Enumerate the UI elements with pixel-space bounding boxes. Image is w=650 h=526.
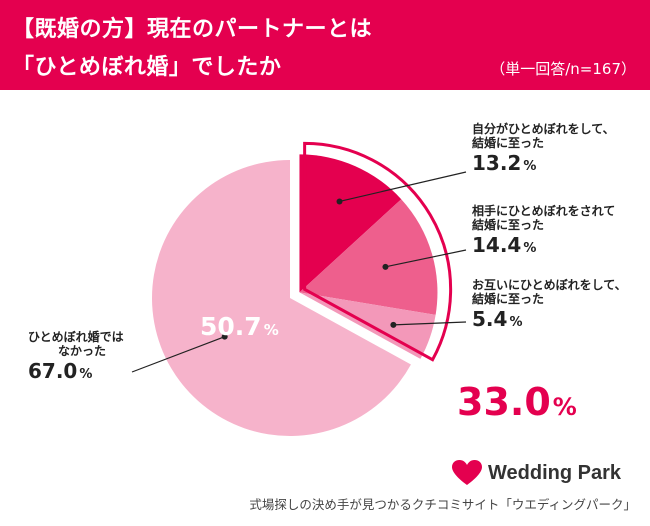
wedding-park-logo: Wedding Park xyxy=(452,460,621,486)
leader-not-line xyxy=(131,336,225,373)
leader-partner-line xyxy=(385,249,467,268)
label-partner: 相手にひとめぼれをされて 結婚に至った 14.4% xyxy=(472,204,615,257)
label-self-value: 13.2% xyxy=(472,150,537,175)
slice-not xyxy=(152,160,411,436)
footer-caption: 式場探しの決め手が見つかるクチコミサイト「ウエディングパーク」 xyxy=(249,497,636,512)
chart-title-line2: 「ひとめぼれ婚」でしたか xyxy=(12,55,282,80)
header-banner: 【既婚の方】現在のパートナーとは 「ひとめぼれ婚」でしたか （単一回答/n=16… xyxy=(0,0,650,90)
label-self-line1: 自分がひとめぼれをして、 xyxy=(472,122,615,136)
logo-text: Wedding Park xyxy=(488,461,621,484)
label-not-line1: ひとめぼれ婚では xyxy=(28,330,124,344)
inner-percentage-label: 50.7% xyxy=(200,312,279,341)
label-not: ひとめぼれ婚では なかった 67.0% xyxy=(28,330,124,383)
label-mutual-line1: お互いにひとめぼれをして、 xyxy=(472,278,627,292)
label-mutual-value: 5.4% xyxy=(472,306,523,331)
leader-mutual-dot xyxy=(390,321,397,328)
label-mutual-line2: 結婚に至った xyxy=(472,292,545,307)
leader-partner-dot xyxy=(382,263,389,270)
label-not-line2: なかった xyxy=(58,344,107,359)
label-not-value: 67.0% xyxy=(28,358,93,383)
exploded-total-label: 33.0% xyxy=(457,380,577,424)
label-mutual: お互いにひとめぼれをして、 結婚に至った 5.4% xyxy=(472,278,627,331)
slice-self xyxy=(299,154,402,293)
label-partner-line2: 結婚に至った xyxy=(472,218,545,233)
slice-partner xyxy=(299,199,438,315)
chart-title-line1: 【既婚の方】現在のパートナーとは xyxy=(12,17,373,42)
label-partner-value: 14.4% xyxy=(472,232,537,257)
leader-self-line xyxy=(339,171,467,203)
leader-mutual-line xyxy=(393,321,467,326)
leader-self-dot xyxy=(336,198,343,205)
leader-not-dot xyxy=(221,333,228,340)
heart-icon xyxy=(452,460,482,485)
exploded-group-frame xyxy=(303,141,453,362)
label-partner-line1: 相手にひとめぼれをされて xyxy=(472,204,616,218)
chart-subtitle: （単一回答/n=167） xyxy=(490,60,636,78)
label-self: 自分がひとめぼれをして、 結婚に至った 13.2% xyxy=(472,122,615,175)
label-self-line2: 結婚に至った xyxy=(472,136,545,151)
